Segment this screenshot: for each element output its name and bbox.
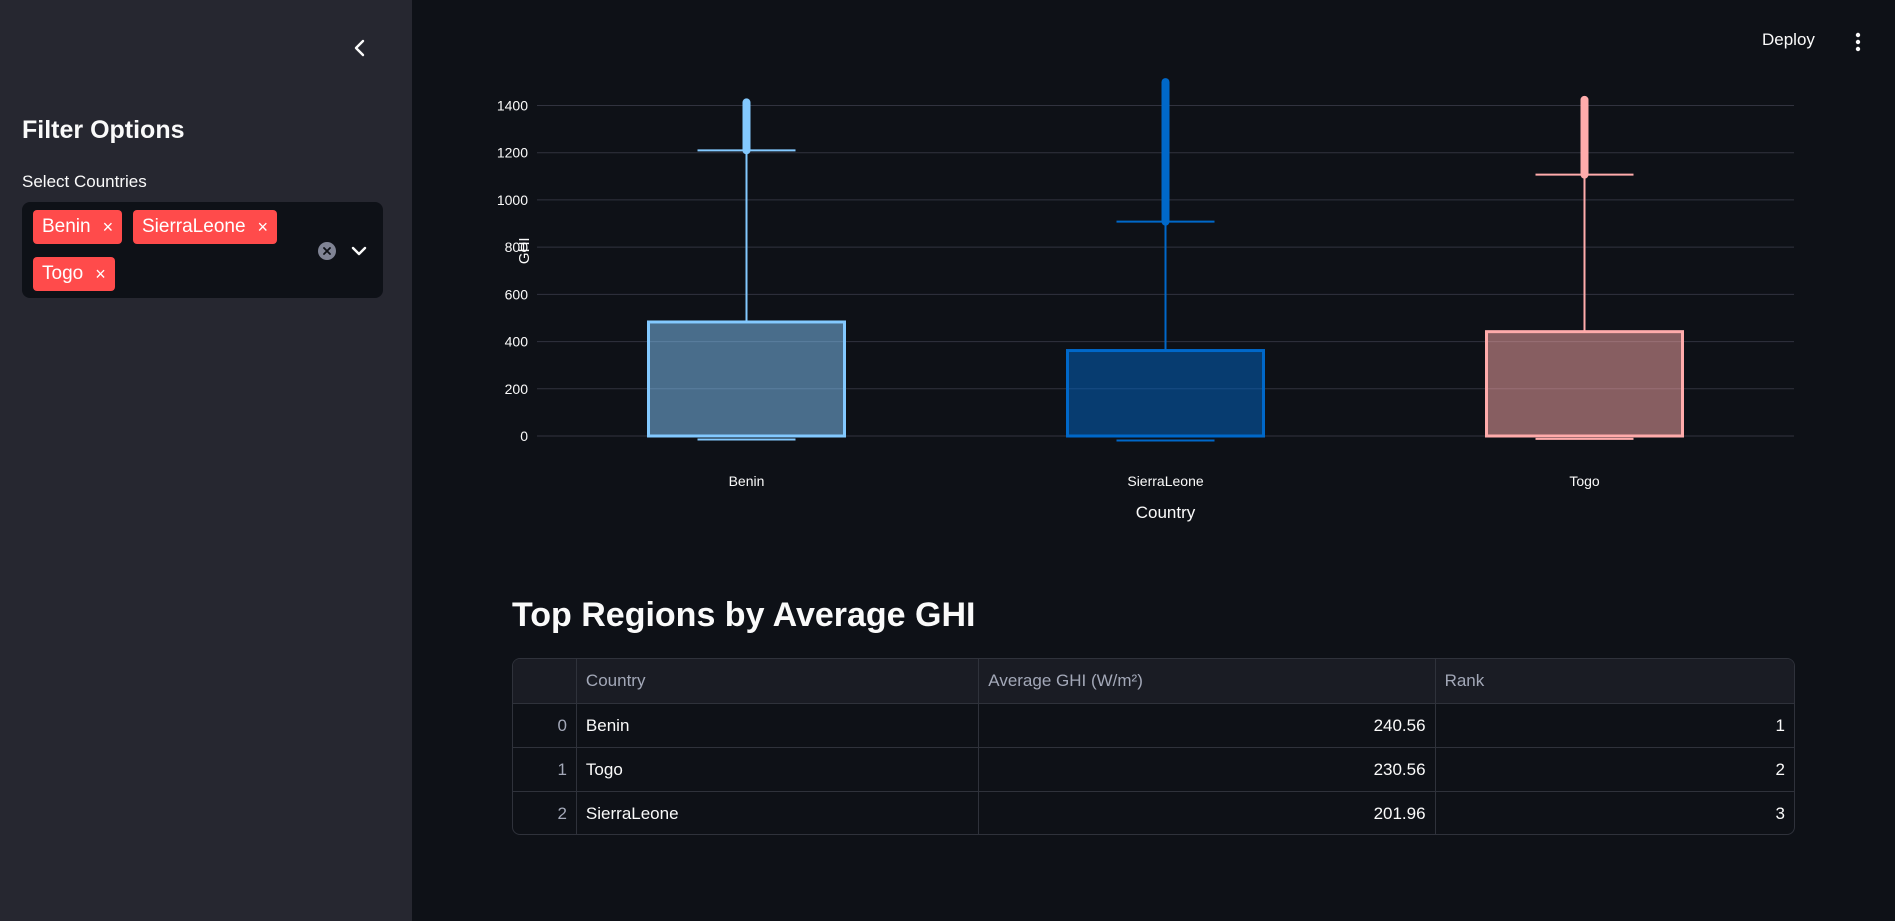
row-index: 0 xyxy=(513,704,577,747)
clear-icon[interactable] xyxy=(318,242,336,260)
box xyxy=(1485,330,1684,438)
rank-cell[interactable]: 3 xyxy=(1775,804,1785,823)
tag-togo: Togo × xyxy=(33,257,115,291)
rank-cell[interactable]: 2 xyxy=(1775,759,1785,779)
y-axis-label: GHI xyxy=(516,237,533,264)
box xyxy=(1066,349,1265,438)
column-header-index[interactable] xyxy=(513,659,577,703)
deploy-button[interactable]: Deploy xyxy=(1762,30,1815,49)
row-index: 2 xyxy=(513,792,577,834)
remove-tag-icon[interactable]: × xyxy=(102,216,114,237)
ghi-box-plot: 0 200 400 600 800 1000 1200 1400 GHI Country Benin… xyxy=(497,78,1794,522)
y-tick-label: 800 xyxy=(505,239,529,255)
table-header-row: Country Average GHI (W/m²) Rank xyxy=(513,659,1794,704)
ghi-cell[interactable]: 230.56 xyxy=(979,748,1436,791)
row-index: 1 xyxy=(513,748,577,791)
column-header-average-ghi[interactable]: Average GHI (W/m²) xyxy=(979,659,1436,703)
chevron-left-icon xyxy=(354,39,365,57)
y-tick-label: 600 xyxy=(505,286,529,302)
y-tick-label: 400 xyxy=(505,334,529,350)
x-tick-label: SierraLeone xyxy=(1127,473,1203,489)
rank-cell[interactable]: 1 xyxy=(1775,715,1785,735)
tag-label: SierraLeone xyxy=(142,216,246,237)
sidebar: Filter Options Select Countries Benin × … xyxy=(0,0,412,921)
tag-label: Benin xyxy=(42,216,91,237)
ranking-table: Country Average GHI (W/m²) Rank 0 Benin … xyxy=(512,658,1795,835)
ghi-cell[interactable]: 201.96 xyxy=(979,792,1436,834)
y-tick-label: 0 xyxy=(520,428,528,444)
table-row: 1 Togo 230.56 2 xyxy=(513,748,1794,792)
sidebar-title: Filter Options xyxy=(22,116,185,144)
section-title: Top Regions by Average GHI xyxy=(512,596,976,634)
x-axis-label: Country xyxy=(1136,503,1196,522)
y-tick-label: 1000 xyxy=(497,192,528,208)
kebab-menu-icon[interactable] xyxy=(1848,30,1868,54)
box xyxy=(647,320,846,438)
x-tick-label: Togo xyxy=(1569,473,1600,489)
tag-label: Togo xyxy=(42,263,84,284)
ghi-cell[interactable]: 240.56 xyxy=(979,704,1436,747)
select-countries-label: Select Countries xyxy=(22,172,147,191)
collapse-sidebar-button[interactable] xyxy=(346,34,374,62)
table-row: 0 Benin 240.56 1 xyxy=(513,704,1794,748)
close-icon xyxy=(323,247,331,255)
column-header-rank[interactable]: Rank xyxy=(1444,671,1485,690)
country-cell[interactable]: Benin xyxy=(577,704,980,747)
table-row: 2 SierraLeone 201.96 3 xyxy=(513,792,1794,834)
tag-benin: Benin × xyxy=(33,210,123,244)
country-cell[interactable]: SierraLeone xyxy=(577,792,980,834)
y-tick-label: 1200 xyxy=(497,145,528,161)
x-tick-label: Benin xyxy=(729,473,765,489)
y-tick-label: 200 xyxy=(505,381,529,397)
y-tick-label: 1400 xyxy=(497,98,528,114)
remove-tag-icon[interactable]: × xyxy=(95,263,106,284)
main-content: Deploy 0 200 400 600 800 1000 1200 1400 GHI Count… xyxy=(412,0,1895,921)
chevron-down-icon[interactable] xyxy=(348,240,370,262)
tag-sierraleone: SierraLeone × xyxy=(133,210,278,244)
column-header-country[interactable]: Country xyxy=(577,659,980,703)
remove-tag-icon[interactable]: × xyxy=(257,216,269,237)
country-multiselect[interactable]: Benin × SierraLeone × Togo × xyxy=(22,202,383,298)
country-cell[interactable]: Togo xyxy=(577,748,980,791)
